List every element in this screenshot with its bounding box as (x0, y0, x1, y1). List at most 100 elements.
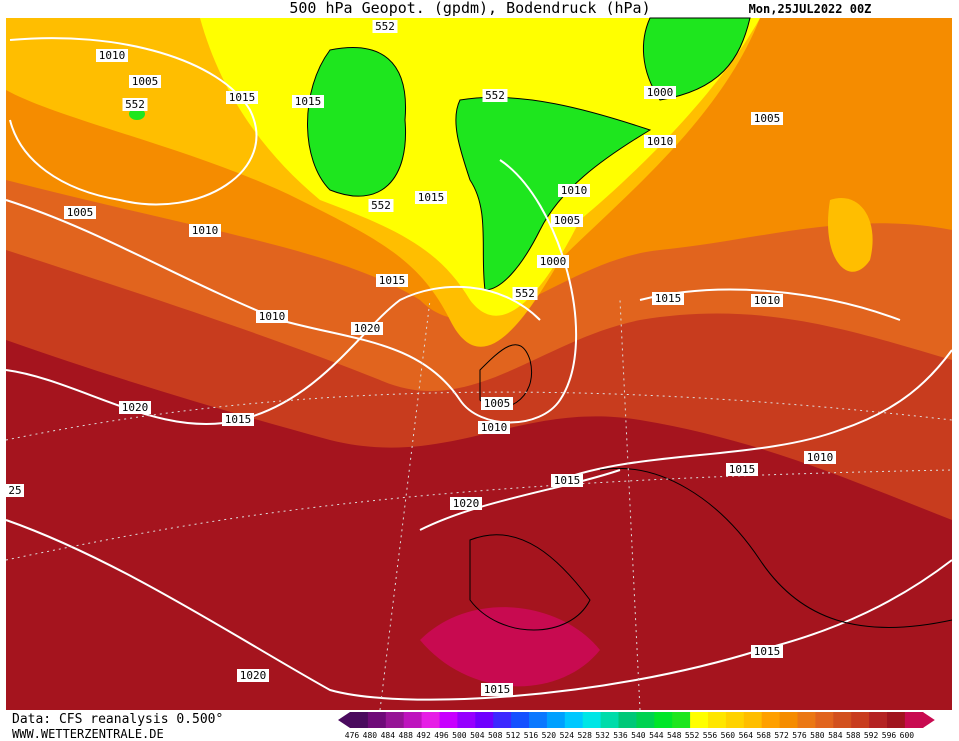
isobar-label: 1010 (754, 294, 781, 307)
isobar-label-bg (256, 310, 288, 323)
isobar-label-bg (351, 322, 383, 335)
isobar-label: 1015 (295, 95, 322, 108)
colorbar-swatch (636, 712, 655, 728)
colorbar-swatch (457, 712, 476, 728)
colorbar-swatch (743, 712, 763, 728)
isobar-label: 1015 (655, 292, 682, 305)
isobar-label: 25 (8, 484, 21, 497)
isobar-label: 1005 (754, 112, 781, 125)
colorbar-label: 500 (452, 731, 467, 740)
colorbar-label: 548 (667, 731, 682, 740)
colorbar-swatch (815, 712, 834, 728)
isobar-label-bg (482, 89, 508, 102)
isobar-label-bg (376, 274, 408, 287)
colorbar-swatch (654, 712, 673, 728)
isobar-label: 1000 (540, 255, 567, 268)
isobar-label-bg (652, 292, 684, 305)
map-area (5, 17, 953, 711)
colorbar-label: 492 (416, 731, 431, 740)
colorbar-swatch (887, 712, 906, 728)
isobar-label-bg (64, 206, 96, 219)
colorbar-label: 480 (363, 731, 378, 740)
colorbar-label: 528 (577, 731, 592, 740)
colorbar-label: 592 (864, 731, 879, 740)
isobar-label-bg (751, 645, 783, 658)
colorbar-label: 540 (631, 731, 646, 740)
colorbar-label: 576 (792, 731, 807, 740)
isobar-label-bg (237, 669, 269, 682)
isobar-label: 1010 (481, 421, 508, 434)
colorbar-swatch (708, 712, 727, 728)
colorbar-swatch (529, 712, 548, 728)
colorbar-label: 560 (721, 731, 736, 740)
colorbar-swatch (564, 712, 584, 728)
colorbar-label: 520 (542, 731, 557, 740)
isobar-label-bg (6, 484, 24, 497)
colorbar-label: 512 (506, 731, 521, 740)
graticule (5, 299, 953, 711)
colorbar-label: 556 (703, 731, 718, 740)
isobar-label: 552 (375, 20, 395, 33)
isobar-label: 1015 (418, 191, 445, 204)
colorbar-label: 568 (756, 731, 771, 740)
isobar-label-bg (415, 191, 447, 204)
isobar-label-bg (292, 95, 324, 108)
colorbar-label: 544 (649, 731, 664, 740)
isobar-label: 1015 (729, 463, 756, 476)
colorbar-label: 536 (613, 731, 628, 740)
isobar-label: 1010 (192, 224, 219, 237)
isobar-label-bg (481, 397, 513, 410)
isobar-label: 1015 (379, 274, 406, 287)
colorbar-swatch (600, 712, 619, 728)
isobar-label-bg (368, 199, 394, 212)
colorbar-swatch (367, 712, 387, 728)
isobar-label-bg (119, 401, 151, 414)
isobar-label: 1010 (647, 135, 674, 148)
colorbar-label: 564 (739, 731, 754, 740)
isobar-label: 1005 (132, 75, 159, 88)
colorbar-label: 524 (560, 731, 575, 740)
colorbar-label: 580 (810, 731, 825, 740)
colorbar-swatch (904, 712, 924, 728)
colorbar-label: 572 (774, 731, 789, 740)
colorbar-swatch (618, 712, 637, 728)
colorbar-swatch (672, 712, 691, 728)
colorbar-label: 476 (345, 731, 360, 740)
colorbar-label: 596 (882, 731, 897, 740)
colorbar-swatch (511, 712, 530, 728)
isobar-label-bg (226, 91, 258, 104)
isobar-label-bg (189, 224, 221, 237)
colorbar-label: 588 (846, 731, 861, 740)
isobar-label: 1005 (484, 397, 511, 410)
isobar-label-bg (372, 20, 398, 33)
colorbar-swatch (421, 712, 440, 728)
isobar-label: 1015 (754, 645, 781, 658)
colorbar-swatch (851, 712, 870, 728)
isobar-label: 1015 (554, 474, 581, 487)
isobar-label-bg (96, 49, 128, 62)
isobar-label-bg (129, 75, 161, 88)
isobar-label: 1020 (453, 497, 480, 510)
colorbar-swatch (403, 712, 423, 728)
data-source: Data: CFS reanalysis 0.500° (12, 712, 223, 727)
isobar-label: 1000 (647, 86, 674, 99)
colorbar-arrow-right (922, 712, 935, 728)
isobar-label: 1010 (99, 49, 126, 62)
colorbar-label: 516 (524, 731, 539, 740)
colorbar-swatch (690, 712, 709, 728)
isobar-label-bg (644, 86, 676, 99)
colorbar-swatch (779, 712, 798, 728)
colorbar-swatch (761, 712, 781, 728)
isobar-label-bg (512, 287, 538, 300)
isobar-label: 1020 (122, 401, 149, 414)
map-title: 500 hPa Geopot. (gpdm), Bodendruck (hPa) (289, 0, 650, 17)
isobar-label: 1015 (229, 91, 256, 104)
isobar-label: 552 (515, 287, 535, 300)
isobar-label-bg (222, 413, 254, 426)
colorbar-label: 484 (381, 731, 396, 740)
map-date: Mon,25JUL2022 00Z (749, 2, 872, 16)
isobar-label: 552 (485, 89, 505, 102)
colorbar-label: 488 (398, 731, 413, 740)
isobar-label: 1020 (354, 322, 381, 335)
